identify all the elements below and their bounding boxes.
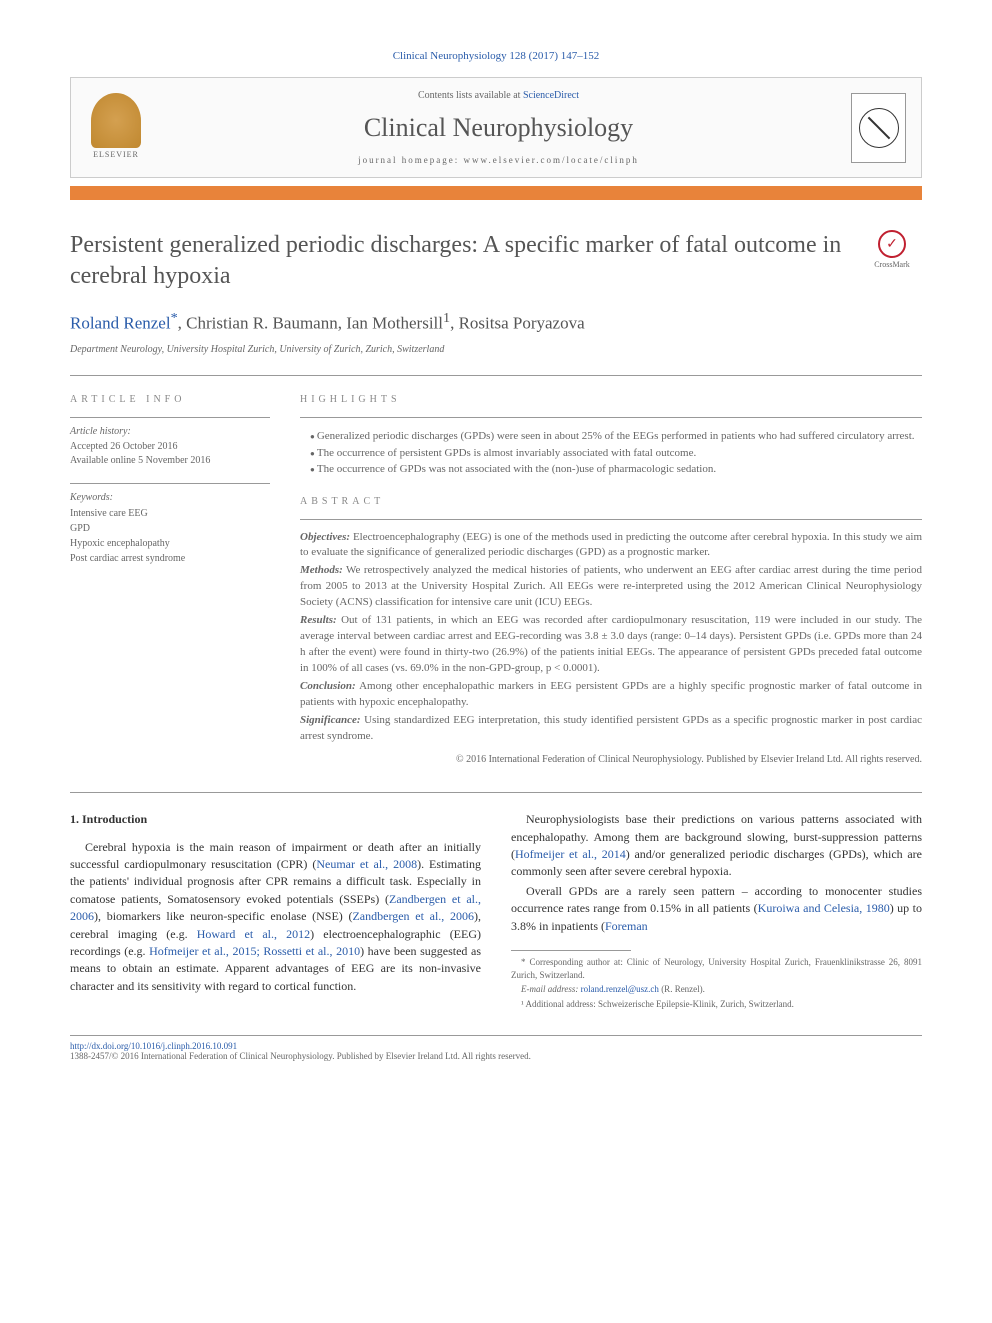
body-p2: Neurophysiologists base their prediction… bbox=[511, 811, 922, 881]
p1c: ), biomarkers like neuron-specific enola… bbox=[94, 909, 352, 923]
footnote-additional: ¹ Additional address: Schweizerische Epi… bbox=[511, 998, 922, 1011]
author-corresponding[interactable]: Roland Renzel bbox=[70, 314, 171, 333]
page-footer: http://dx.doi.org/10.1016/j.clinph.2016.… bbox=[70, 1035, 922, 1061]
intro-heading: 1. Introduction bbox=[70, 811, 481, 828]
ref-zandbergen2[interactable]: Zandbergen et al., 2006 bbox=[352, 909, 474, 923]
crossmark-badge[interactable]: ✓ CrossMark bbox=[862, 230, 922, 269]
highlight-item: Generalized periodic discharges (GPDs) w… bbox=[310, 428, 922, 445]
ref-howard[interactable]: Howard et al., 2012 bbox=[197, 927, 310, 941]
abstract-objectives: Objectives: Electroencephalography (EEG)… bbox=[300, 530, 922, 562]
ref-kuroiwa[interactable]: Kuroiwa and Celesia, 1980 bbox=[758, 901, 890, 915]
article-info-column: ARTICLE INFO Article history: Accepted 2… bbox=[70, 394, 270, 767]
footnotes: * Corresponding author at: Clinic of Neu… bbox=[511, 956, 922, 1010]
highlight-item: The occurrence of persistent GPDs is alm… bbox=[310, 445, 922, 462]
orange-divider-bar bbox=[70, 186, 922, 200]
journal-header-box: ELSEVIER Contents lists available at Sci… bbox=[70, 77, 922, 178]
homepage-url[interactable]: www.elsevier.com/locate/clinph bbox=[464, 155, 639, 165]
abstract-methods: Methods: We retrospectively analyzed the… bbox=[300, 563, 922, 611]
journal-reference: Clinical Neurophysiology 128 (2017) 147–… bbox=[70, 50, 922, 62]
history-block: Article history: Accepted 26 October 201… bbox=[70, 417, 270, 468]
abstract-significance: Significance: Using standardized EEG int… bbox=[300, 713, 922, 745]
homepage-pre: journal homepage: bbox=[358, 155, 463, 165]
header-center: Contents lists available at ScienceDirec… bbox=[146, 90, 851, 165]
journal-ref-link[interactable]: Clinical Neurophysiology 128 (2017) 147–… bbox=[393, 50, 600, 62]
accepted-date: Accepted 26 October 2016 bbox=[70, 440, 270, 454]
results-text: Out of 131 patients, in which an EEG was… bbox=[300, 614, 922, 674]
highlight-item: The occurrence of GPDs was not associate… bbox=[310, 461, 922, 478]
highlights-heading: HIGHLIGHTS bbox=[300, 394, 922, 405]
divider-bottom bbox=[70, 792, 922, 793]
online-date: Available online 5 November 2016 bbox=[70, 454, 270, 468]
keywords-block: Keywords: Intensive care EEG GPD Hypoxic… bbox=[70, 483, 270, 566]
crossmark-icon: ✓ bbox=[878, 230, 906, 258]
main-body-columns: 1. Introduction Cerebral hypoxia is the … bbox=[70, 811, 922, 1010]
issn-line: 1388-2457/© 2016 International Federatio… bbox=[70, 1051, 531, 1061]
significance-label: Significance: bbox=[300, 714, 361, 726]
ref-neumar[interactable]: Neumar et al., 2008 bbox=[316, 857, 417, 871]
divider-top bbox=[70, 375, 922, 376]
elsevier-logo[interactable]: ELSEVIER bbox=[86, 93, 146, 163]
doi-link[interactable]: http://dx.doi.org/10.1016/j.clinph.2016.… bbox=[70, 1041, 237, 1051]
affiliation: Department Neurology, University Hospita… bbox=[70, 344, 922, 355]
ref-hofmeijer-rossetti[interactable]: Hofmeijer et al., 2015; Rossetti et al.,… bbox=[149, 944, 360, 958]
crossmark-label: CrossMark bbox=[874, 260, 910, 269]
keyword: GPD bbox=[70, 521, 270, 536]
abstract-column: HIGHLIGHTS Generalized periodic discharg… bbox=[300, 394, 922, 767]
footnote-email: E-mail address: roland.renzel@usz.ch (R.… bbox=[511, 983, 922, 996]
page-container: Clinical Neurophysiology 128 (2017) 147–… bbox=[0, 0, 992, 1101]
info-abstract-row: ARTICLE INFO Article history: Accepted 2… bbox=[70, 394, 922, 767]
keywords-label: Keywords: bbox=[70, 492, 270, 503]
abstract-heading: ABSTRACT bbox=[300, 496, 922, 507]
significance-text: Using standardized EEG interpretation, t… bbox=[300, 714, 922, 742]
author-4: , Rositsa Poryazova bbox=[450, 314, 585, 333]
elsevier-tree-icon bbox=[91, 93, 141, 148]
journal-cover-icon bbox=[851, 93, 906, 163]
homepage-line: journal homepage: www.elsevier.com/locat… bbox=[146, 155, 851, 165]
ref-hofmeijer2014[interactable]: Hofmeijer et al., 2014 bbox=[515, 847, 626, 861]
conclusion-label: Conclusion: bbox=[300, 680, 356, 692]
results-label: Results: bbox=[300, 614, 337, 626]
conclusion-text: Among other encephalopathic markers in E… bbox=[300, 680, 922, 708]
copyright-line: © 2016 International Federation of Clini… bbox=[300, 753, 922, 768]
keyword: Intensive care EEG bbox=[70, 506, 270, 521]
email-post: (R. Renzel). bbox=[659, 984, 705, 994]
contents-pre: Contents lists available at bbox=[418, 90, 523, 101]
title-row: Persistent generalized periodic discharg… bbox=[70, 230, 922, 310]
methods-label: Methods: bbox=[300, 564, 343, 576]
abstract-body: Objectives: Electroencephalography (EEG)… bbox=[300, 519, 922, 768]
footnote-corresponding: * Corresponding author at: Clinic of Neu… bbox=[511, 956, 922, 981]
body-p3: Overall GPDs are a rarely seen pattern –… bbox=[511, 883, 922, 935]
email-label: E-mail address: bbox=[521, 984, 581, 994]
keyword: Post cardiac arrest syndrome bbox=[70, 551, 270, 566]
contents-line: Contents lists available at ScienceDirec… bbox=[146, 90, 851, 101]
history-label: Article history: bbox=[70, 426, 270, 437]
highlights-block: Generalized periodic discharges (GPDs) w… bbox=[300, 417, 922, 478]
authors-line: Roland Renzel*, Christian R. Baumann, Ia… bbox=[70, 310, 922, 334]
body-p1: Cerebral hypoxia is the main reason of i… bbox=[70, 839, 481, 996]
article-title: Persistent generalized periodic discharg… bbox=[70, 230, 842, 292]
objectives-text: Electroencephalography (EEG) is one of t… bbox=[300, 531, 922, 559]
keyword: Hypoxic encephalopathy bbox=[70, 536, 270, 551]
ref-foreman[interactable]: Foreman bbox=[605, 919, 648, 933]
author-star-sup[interactable]: * bbox=[171, 310, 178, 326]
abstract-conclusion: Conclusion: Among other encephalopathic … bbox=[300, 679, 922, 711]
author-2-3: , Christian R. Baumann, Ian Mothersill bbox=[178, 314, 443, 333]
elsevier-label: ELSEVIER bbox=[93, 150, 139, 159]
footnote-divider bbox=[511, 950, 631, 951]
abstract-results: Results: Out of 131 patients, in which a… bbox=[300, 613, 922, 677]
methods-text: We retrospectively analyzed the medical … bbox=[300, 564, 922, 608]
objectives-label: Objectives: bbox=[300, 531, 350, 543]
sciencedirect-link[interactable]: ScienceDirect bbox=[523, 90, 579, 101]
article-info-heading: ARTICLE INFO bbox=[70, 394, 270, 405]
keywords-list: Intensive care EEG GPD Hypoxic encephalo… bbox=[70, 506, 270, 566]
compass-icon bbox=[859, 108, 899, 148]
email-link[interactable]: roland.renzel@usz.ch bbox=[581, 984, 659, 994]
journal-title: Clinical Neurophysiology bbox=[146, 113, 851, 143]
